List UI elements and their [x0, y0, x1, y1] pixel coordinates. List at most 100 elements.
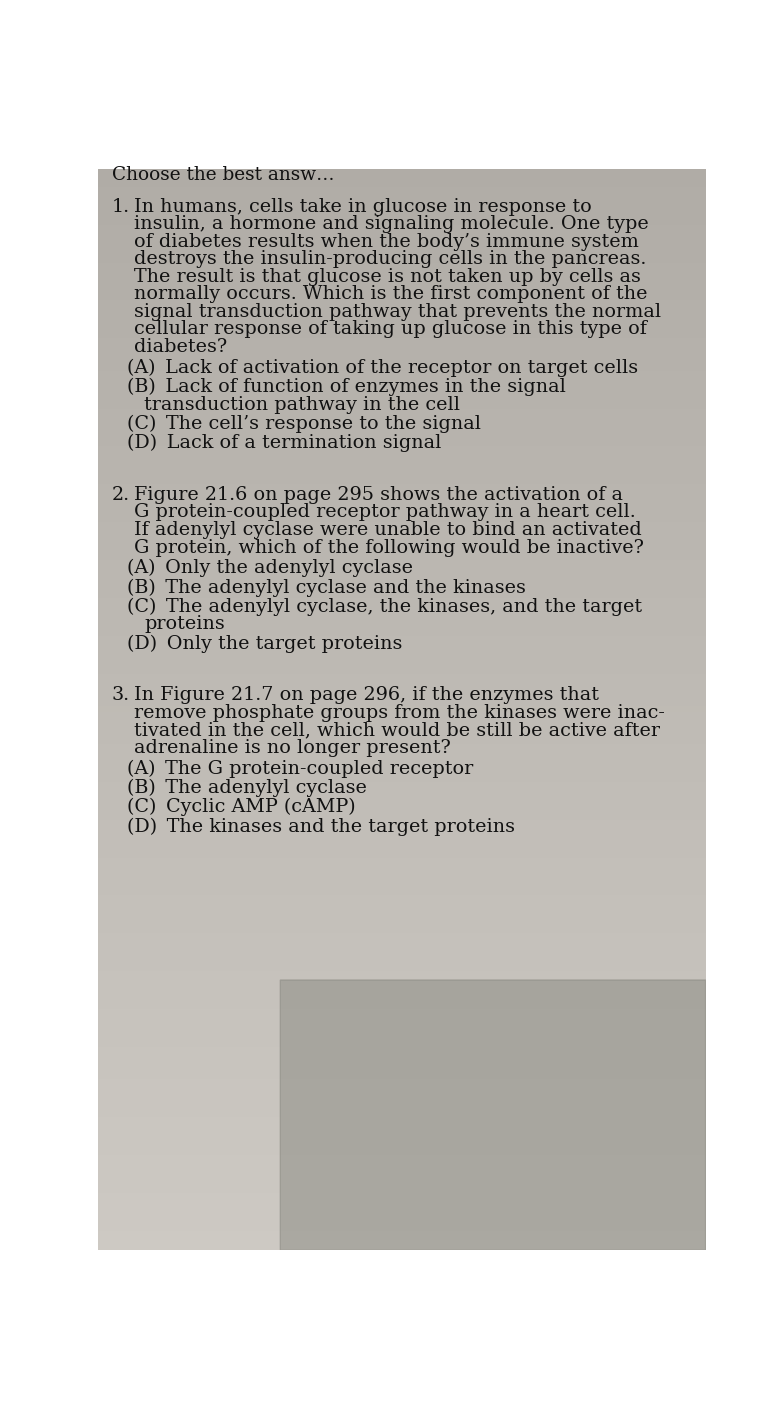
Bar [98, 634, 706, 639]
Bar [98, 552, 706, 558]
Bar [98, 1099, 706, 1104]
Bar [98, 882, 706, 888]
Bar [98, 1061, 706, 1066]
Bar [98, 742, 706, 747]
Bar [98, 1137, 706, 1142]
Bar [98, 429, 706, 434]
Bar [98, 753, 706, 759]
Bar [98, 823, 706, 829]
Text: 1.: 1. [112, 198, 130, 215]
Bar [98, 920, 706, 926]
Bar [98, 201, 706, 207]
Bar [98, 856, 706, 861]
Bar [98, 514, 706, 520]
Bar [98, 1125, 706, 1131]
Bar [98, 575, 706, 580]
Bar [98, 797, 706, 801]
Text: adrenaline is no longer present?: adrenaline is no longer present? [133, 739, 450, 757]
Bar [98, 1175, 706, 1180]
Bar [98, 1045, 706, 1051]
Bar [98, 1121, 706, 1125]
Text: diabetes?: diabetes? [133, 339, 227, 355]
Bar [98, 715, 706, 721]
Bar [98, 185, 706, 190]
Text: (C) The cell’s response to the signal: (C) The cell’s response to the signal [128, 414, 481, 433]
Bar [98, 1159, 706, 1163]
Bar [98, 169, 706, 174]
Bar [98, 769, 706, 774]
Bar [98, 266, 706, 271]
Bar [98, 1083, 706, 1087]
Bar [98, 1051, 706, 1055]
Bar [98, 434, 706, 438]
Bar [98, 368, 706, 374]
Bar [98, 791, 706, 797]
Bar [98, 926, 706, 932]
Bar [98, 899, 706, 905]
Bar [98, 207, 706, 212]
Bar [98, 358, 706, 364]
Text: G protein, which of the following would be inactive?: G protein, which of the following would … [133, 538, 644, 556]
Bar [98, 1116, 706, 1121]
Bar [98, 218, 706, 222]
Text: normally occurs. Which is the first component of the: normally occurs. Which is the first comp… [133, 285, 647, 303]
Bar [98, 1239, 706, 1245]
Bar [98, 947, 706, 953]
Bar [98, 476, 706, 482]
Bar [98, 396, 706, 402]
Bar [98, 1224, 706, 1229]
Bar [98, 1213, 706, 1218]
Bar [98, 190, 706, 195]
Bar [98, 336, 706, 341]
Text: destroys the insulin-producing cells in the pancreas.: destroys the insulin-producing cells in … [133, 250, 646, 268]
Bar [98, 683, 706, 688]
Bar [98, 839, 706, 844]
Bar [98, 958, 706, 964]
Text: (D) The kinases and the target proteins: (D) The kinases and the target proteins [128, 818, 515, 836]
Text: In Figure 21.7 on page 296, if the enzymes that: In Figure 21.7 on page 296, if the enzym… [133, 687, 599, 704]
Bar [98, 1196, 706, 1201]
Bar [98, 547, 706, 552]
Bar [98, 580, 706, 584]
Bar [98, 731, 706, 736]
Bar [98, 379, 706, 385]
Bar [98, 222, 706, 228]
Bar [98, 256, 706, 260]
Bar [98, 298, 706, 303]
Bar [98, 531, 706, 537]
Bar [98, 835, 706, 839]
Text: (D) Only the target proteins: (D) Only the target proteins [128, 635, 403, 653]
Bar [98, 672, 706, 677]
Bar [98, 1040, 706, 1045]
Bar [98, 315, 706, 320]
Bar [98, 1201, 706, 1207]
Bar [98, 1245, 706, 1250]
Bar [98, 861, 706, 867]
Bar [98, 618, 706, 622]
Text: signal transduction pathway that prevents the normal: signal transduction pathway that prevent… [133, 303, 661, 320]
Bar [98, 510, 706, 514]
Bar [98, 1034, 706, 1040]
Bar [98, 1104, 706, 1110]
Bar [98, 645, 706, 651]
Bar [98, 590, 706, 596]
Bar [98, 909, 706, 915]
Bar [98, 1007, 706, 1013]
Bar [98, 655, 706, 660]
Bar [98, 818, 706, 823]
FancyBboxPatch shape [280, 981, 706, 1250]
Bar [98, 212, 706, 218]
Text: 3.: 3. [112, 687, 130, 704]
Bar [98, 666, 706, 672]
Bar [98, 996, 706, 1002]
Bar [98, 867, 706, 871]
Bar [98, 353, 706, 358]
Text: transduction pathway in the cell: transduction pathway in the cell [144, 396, 460, 413]
Bar [98, 1163, 706, 1169]
Bar [98, 309, 706, 315]
Text: If adenylyl cyclase were unable to bind an activated: If adenylyl cyclase were unable to bind … [133, 521, 641, 540]
Bar [98, 228, 706, 233]
Bar [98, 622, 706, 628]
Bar [98, 850, 706, 856]
Bar [98, 412, 706, 417]
